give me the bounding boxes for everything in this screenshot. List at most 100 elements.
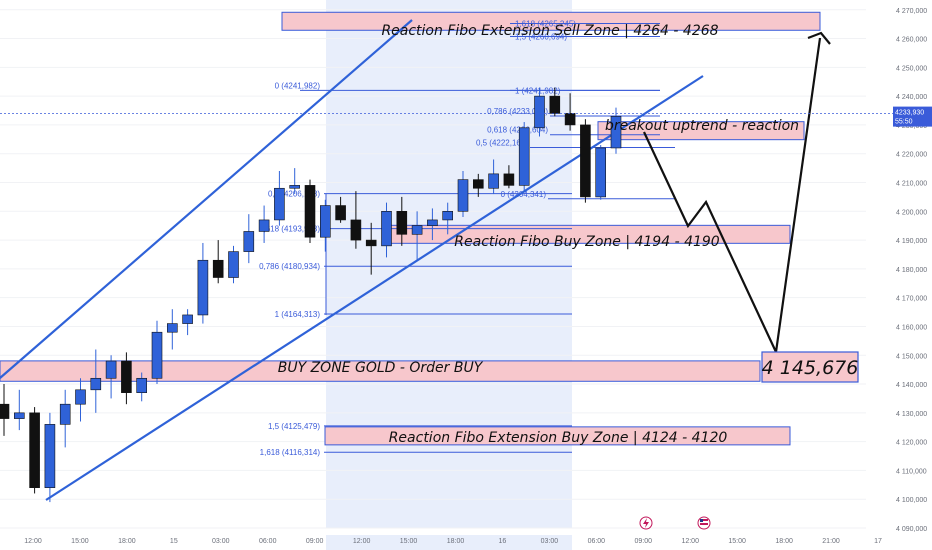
fib-level-label: 0,618 (4193,983): [259, 225, 320, 234]
candle-body: [427, 219, 438, 226]
price-tag-box: [761, 351, 859, 383]
projection-layer: [643, 31, 831, 356]
candle-body: [335, 205, 346, 221]
candle-body: [304, 185, 316, 238]
fib-level-label: 0,786 (4180,934): [259, 262, 320, 271]
y-axis-tick: 4 250,000: [896, 65, 927, 72]
x-axis-tick: 06:00: [259, 538, 277, 545]
candle: [365, 222, 377, 275]
current-price-countdown: 55:50: [895, 119, 913, 126]
candle-body: [518, 127, 530, 186]
candle: [212, 240, 224, 284]
candle: [258, 205, 270, 243]
candle-body: [549, 95, 561, 114]
y-axis-tick: 4 180,000: [896, 267, 927, 274]
candle: [595, 145, 607, 200]
x-axis-tick: 18:00: [118, 538, 136, 545]
x-axis-tick: 12:00: [24, 538, 42, 545]
channel-lower-line: [45, 75, 704, 501]
y-axis-tick: 4 170,000: [896, 296, 927, 303]
y-axis-tick: 4 220,000: [896, 152, 927, 159]
candle: [319, 199, 331, 252]
fib-level-label: 0,5 (4222,162): [476, 138, 528, 147]
current-price-tag: [893, 106, 932, 127]
lightning-icon[interactable]: [639, 516, 653, 530]
candle-body: [365, 239, 377, 247]
time-axis-highlight: [326, 535, 572, 550]
candle: [442, 202, 454, 235]
candle-body: [442, 210, 454, 221]
candle-layer: [0, 87, 622, 503]
zone-box: [281, 11, 821, 31]
candle-body: [136, 377, 147, 393]
candle-body: [197, 259, 209, 316]
y-axis-tick: 4 240,000: [896, 94, 927, 101]
candle: [396, 196, 408, 246]
candle-body: [595, 147, 607, 198]
x-axis-tick: 12:00: [681, 538, 699, 545]
x-axis-tick: 12:00: [353, 538, 371, 545]
x-axis-tick: 03:00: [212, 538, 230, 545]
y-axis-tick: 4 150,000: [896, 353, 927, 360]
candle-body: [457, 179, 469, 212]
candle-body: [381, 210, 392, 247]
us-flag-stripe: [700, 523, 708, 525]
candle-body: [289, 185, 301, 189]
label-layer: Reaction Fibo Extension Sell Zone | 4264…: [278, 23, 859, 446]
x-axis-tick: 15:00: [400, 538, 418, 545]
x-axis-tick: 18:00: [775, 538, 793, 545]
candle-body: [350, 219, 362, 241]
candle: [59, 389, 71, 448]
candle-body: [274, 187, 285, 221]
candle-body: [396, 210, 408, 235]
candle: [350, 191, 362, 249]
x-axis-tick: 03:00: [541, 538, 559, 545]
candle: [304, 179, 316, 243]
candle: [44, 412, 56, 503]
session-highlight: [326, 0, 572, 528]
fib-level-label: 1 (4164,313): [275, 310, 321, 319]
candle: [121, 352, 132, 405]
zone-box: [0, 360, 761, 382]
candle-body: [151, 331, 163, 379]
zone-box: [324, 426, 791, 446]
y-axis-tick: 4 200,000: [896, 209, 927, 216]
y-axis-tick: 4 260,000: [896, 37, 927, 44]
x-axis-tick: 21:00: [822, 538, 840, 545]
candle: [472, 173, 484, 197]
channel-layer: [0, 19, 704, 501]
y-axis-tick: 4 130,000: [896, 411, 927, 418]
candle-body: [0, 403, 10, 419]
y-axis-tick: 4 110,000: [896, 468, 927, 475]
y-axis-tick: 4 210,000: [896, 181, 927, 188]
candle: [136, 372, 147, 402]
candle-body: [488, 173, 499, 189]
candle: [289, 168, 301, 195]
x-axis-tick: 18:00: [447, 538, 465, 545]
candle: [90, 349, 102, 413]
candle: [518, 122, 530, 192]
background-layer: [326, 0, 572, 528]
candle: [197, 242, 209, 324]
candle: [75, 378, 86, 422]
candle-body: [29, 412, 40, 488]
candle: [381, 202, 392, 258]
candle-body: [534, 95, 545, 129]
candle-body: [472, 179, 484, 189]
projection-arrowhead: [807, 31, 831, 45]
lightning-icon-glyph: [643, 518, 649, 528]
candle: [488, 159, 499, 195]
candle: [274, 170, 285, 226]
y-axis-tick: 4 120,000: [896, 440, 927, 447]
fib-level-label: 1,618 (4116,314): [260, 448, 321, 457]
y-axis-tick: 4 270,000: [896, 8, 927, 15]
candle: [564, 93, 576, 131]
candle: [167, 309, 178, 350]
x-axis-tick: 17: [874, 538, 882, 545]
candle: [549, 87, 561, 117]
candle-body: [319, 205, 331, 238]
candle-body: [212, 259, 224, 278]
us-flag-icon[interactable]: [697, 516, 711, 530]
candle: [580, 119, 591, 203]
